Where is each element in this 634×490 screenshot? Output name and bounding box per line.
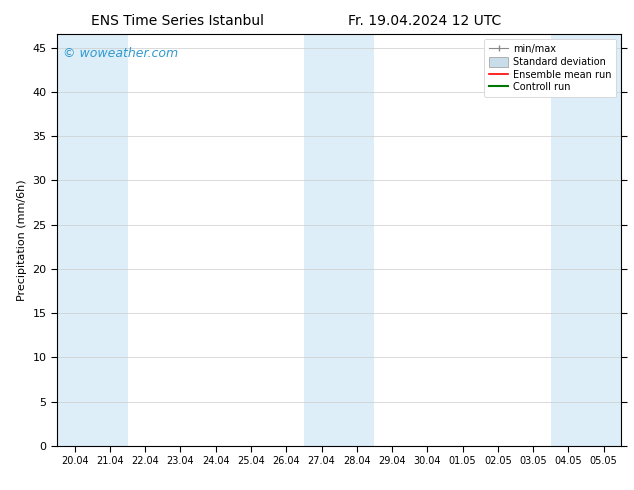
Text: ENS Time Series Istanbul: ENS Time Series Istanbul bbox=[91, 14, 264, 28]
Bar bbox=[57, 34, 127, 446]
Bar bbox=[551, 34, 621, 446]
Y-axis label: Precipitation (mm/6h): Precipitation (mm/6h) bbox=[17, 179, 27, 301]
Bar bbox=[304, 34, 375, 446]
Legend: min/max, Standard deviation, Ensemble mean run, Controll run: min/max, Standard deviation, Ensemble me… bbox=[484, 39, 616, 97]
Text: © woweather.com: © woweather.com bbox=[63, 47, 178, 60]
Text: Fr. 19.04.2024 12 UTC: Fr. 19.04.2024 12 UTC bbox=[348, 14, 501, 28]
